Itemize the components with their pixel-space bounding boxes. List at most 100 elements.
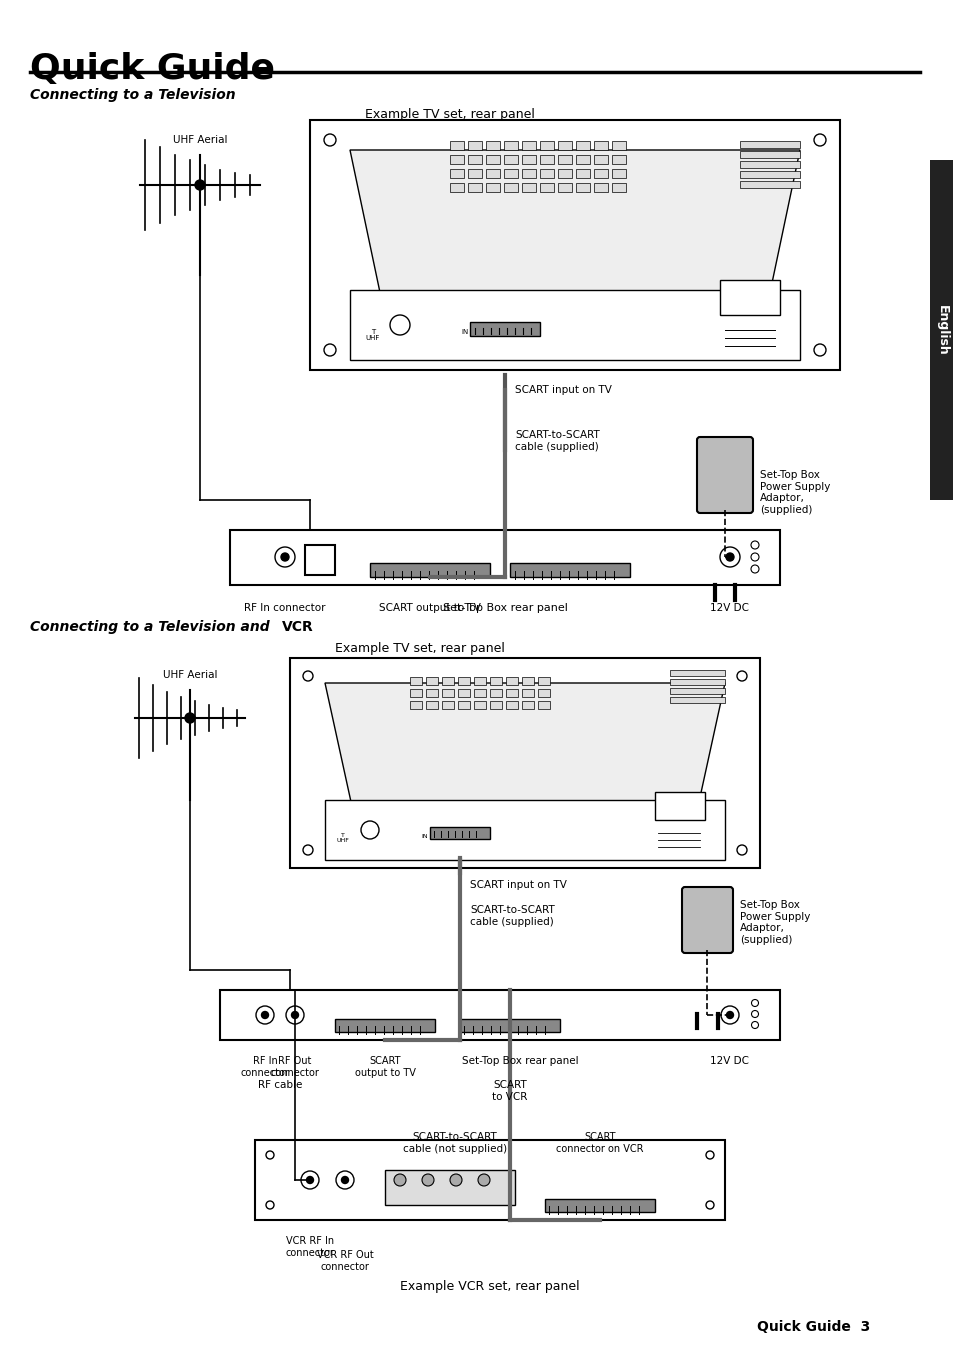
FancyBboxPatch shape — [681, 887, 732, 953]
Circle shape — [813, 344, 825, 356]
Bar — [426, 701, 437, 709]
Bar — [576, 169, 589, 178]
Bar — [576, 155, 589, 163]
Bar — [474, 701, 485, 709]
Bar — [537, 688, 550, 697]
Text: SCART
to VCR: SCART to VCR — [492, 1080, 527, 1102]
Circle shape — [301, 1170, 318, 1189]
Text: Quick Guide  3: Quick Guide 3 — [756, 1320, 869, 1334]
Bar — [669, 670, 724, 676]
Bar — [521, 155, 536, 163]
Bar — [474, 676, 485, 684]
Bar — [594, 169, 607, 178]
Bar — [325, 801, 724, 860]
Circle shape — [813, 134, 825, 146]
Circle shape — [725, 554, 733, 562]
Bar — [521, 676, 534, 684]
Text: Connecting to a Television: Connecting to a Television — [30, 88, 235, 103]
FancyBboxPatch shape — [697, 437, 752, 513]
Bar — [740, 171, 800, 178]
Circle shape — [324, 344, 335, 356]
Bar — [485, 155, 499, 163]
Bar — [669, 697, 724, 703]
Circle shape — [726, 1011, 733, 1018]
Polygon shape — [350, 150, 800, 340]
Bar — [503, 140, 517, 150]
Text: Example VCR set, rear panel: Example VCR set, rear panel — [399, 1280, 579, 1293]
Bar — [576, 140, 589, 150]
Bar — [410, 688, 421, 697]
Text: SCART input on TV: SCART input on TV — [470, 880, 566, 890]
Bar — [335, 1019, 435, 1031]
Text: T
UHF: T UHF — [336, 833, 349, 844]
Bar — [459, 1019, 559, 1031]
Circle shape — [720, 547, 740, 567]
Text: Example TV set, rear panel: Example TV set, rear panel — [365, 108, 535, 122]
Bar — [441, 676, 454, 684]
Text: IN: IN — [461, 329, 468, 335]
Circle shape — [185, 713, 194, 724]
Bar — [740, 161, 800, 167]
Circle shape — [306, 1176, 314, 1184]
Bar — [740, 151, 800, 158]
Bar — [558, 169, 572, 178]
Circle shape — [720, 1006, 739, 1025]
Bar — [490, 688, 501, 697]
Text: IN: IN — [421, 833, 428, 838]
Bar — [521, 169, 536, 178]
Circle shape — [750, 566, 759, 572]
Bar — [426, 676, 437, 684]
Bar — [521, 688, 534, 697]
Bar — [612, 155, 625, 163]
Bar — [576, 184, 589, 192]
Bar — [490, 701, 501, 709]
Circle shape — [335, 1170, 354, 1189]
Bar — [290, 657, 760, 868]
Bar — [470, 323, 539, 336]
Bar — [468, 184, 481, 192]
Circle shape — [341, 1176, 348, 1184]
Bar — [457, 701, 470, 709]
Bar — [450, 169, 463, 178]
Circle shape — [286, 1006, 304, 1025]
Bar — [539, 169, 554, 178]
Circle shape — [705, 1152, 713, 1160]
Bar — [539, 184, 554, 192]
Circle shape — [750, 554, 759, 562]
Bar — [655, 792, 704, 819]
Circle shape — [274, 547, 294, 567]
Text: English: English — [935, 305, 947, 355]
Bar — [441, 688, 454, 697]
Bar — [669, 688, 724, 694]
Text: RF In connector: RF In connector — [244, 603, 325, 613]
Circle shape — [281, 554, 289, 562]
Bar — [537, 701, 550, 709]
Text: UHF Aerial: UHF Aerial — [172, 135, 227, 144]
Bar — [503, 155, 517, 163]
Circle shape — [751, 1011, 758, 1018]
Circle shape — [737, 671, 746, 680]
Circle shape — [292, 1011, 298, 1018]
Text: Set-Top Box
Power Supply
Adaptor,
(supplied): Set-Top Box Power Supply Adaptor, (suppl… — [740, 900, 809, 945]
Bar — [505, 688, 517, 697]
Text: RF Out
connector: RF Out connector — [271, 1056, 319, 1077]
Circle shape — [450, 1174, 461, 1187]
Circle shape — [477, 1174, 490, 1187]
Text: SCART output to TV: SCART output to TV — [378, 603, 480, 613]
Text: 12V DC: 12V DC — [710, 603, 749, 613]
Bar — [612, 140, 625, 150]
Bar — [720, 279, 780, 315]
Bar — [450, 155, 463, 163]
Bar — [503, 169, 517, 178]
Bar — [485, 169, 499, 178]
Bar — [254, 1139, 724, 1220]
Bar — [220, 990, 780, 1040]
Circle shape — [266, 1202, 274, 1210]
Bar — [305, 545, 335, 575]
Circle shape — [421, 1174, 434, 1187]
Bar — [468, 140, 481, 150]
Bar — [510, 563, 629, 576]
Circle shape — [705, 1202, 713, 1210]
Circle shape — [360, 821, 378, 838]
Text: VCR: VCR — [282, 620, 314, 634]
